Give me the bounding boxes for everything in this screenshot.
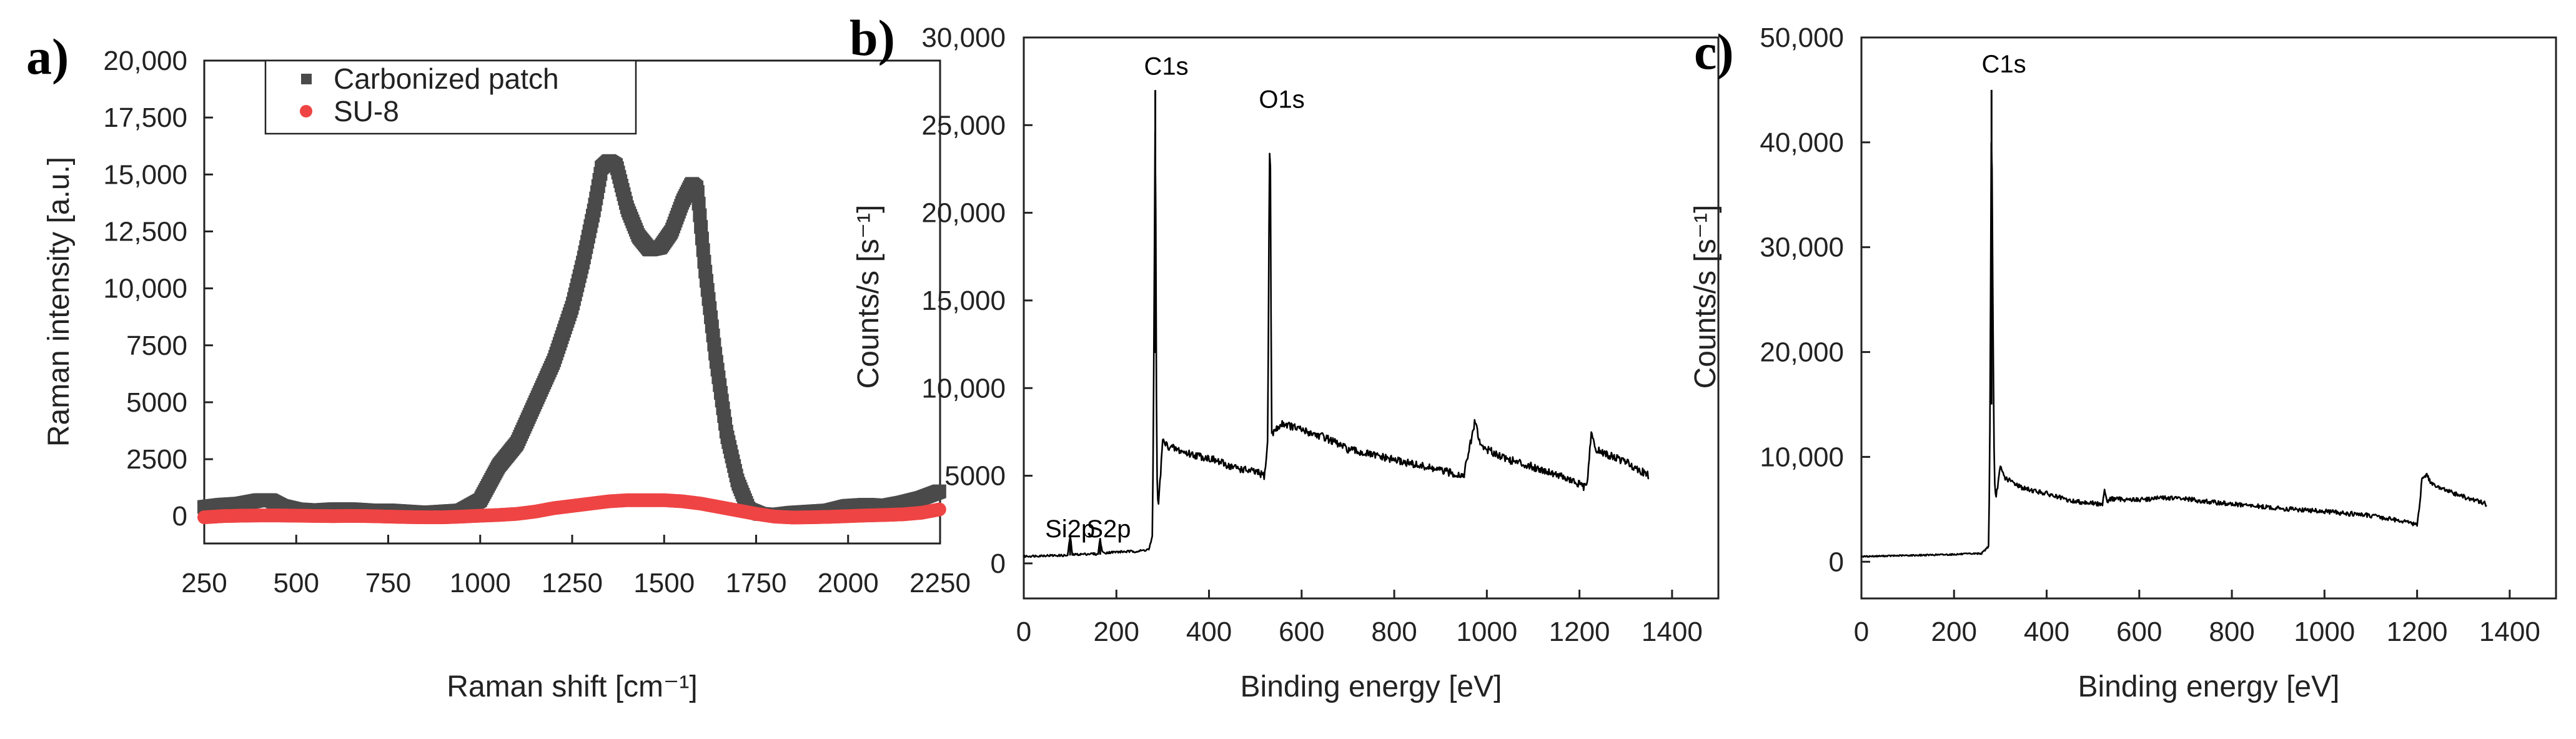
x-axis-ticks-a: 250 500 750 1000 1250 1500 1750 2000 2250 [181, 535, 971, 598]
panel-letter-c: c) [1694, 23, 1734, 80]
y-tick-label: 7500 [126, 330, 187, 361]
data-point-carbonized-patch [693, 208, 707, 222]
y-tick-label: 10,000 [921, 373, 1006, 404]
x-tick-label: 2000 [818, 568, 879, 598]
y-axis-ticks-b: 0 5000 10,000 15,000 20,000 25,000 30,000 [921, 22, 1033, 579]
x-tick-label: 1750 [726, 568, 787, 598]
data-point-su-8 [932, 502, 946, 517]
spectrum-line [1861, 142, 2487, 558]
y-tick-label: 15,000 [103, 159, 187, 190]
plot-frame-c [1860, 36, 2557, 600]
series-layer-c [1861, 89, 2487, 558]
x-tick-label: 250 [181, 568, 227, 598]
x-tick-label: 1400 [2479, 617, 2540, 647]
y-axis-title-a: Raman intensity [a.u.] [42, 157, 76, 447]
data-point-carbonized-patch [694, 220, 708, 234]
plot-frame-b [1023, 36, 1720, 600]
x-tick-label: 0 [1854, 617, 1869, 647]
x-axis-title-b: Binding energy [eV] [1241, 670, 1502, 703]
x-tick-label: 1400 [1642, 617, 1703, 647]
x-tick-label: 400 [1186, 617, 1232, 647]
x-tick-label: 400 [2024, 617, 2069, 647]
y-tick-label: 0 [991, 548, 1006, 579]
data-point-carbonized-patch [690, 185, 705, 199]
y-tick-label: 5000 [126, 387, 187, 418]
x-tick-label: 1200 [1549, 617, 1610, 647]
x-tick-label: 1000 [1456, 617, 1517, 647]
peak-label-o1s: O1s [1259, 86, 1304, 114]
peak-label-s2p: S2p [1086, 515, 1131, 543]
data-point-carbonized-patch [691, 196, 706, 211]
x-tick-label: 1250 [542, 568, 603, 598]
legend-box [264, 59, 637, 135]
x-tick-label: 600 [2116, 617, 2162, 647]
peak-label-c1s: C1s [1144, 52, 1189, 80]
y-tick-label: 25,000 [921, 110, 1006, 141]
x-tick-label: 800 [2209, 617, 2254, 647]
y-tick-label: 40,000 [1760, 127, 1844, 158]
peak-label-si2p: Si2p [1045, 515, 1095, 543]
panel-b-xps-chart: b) 0 200 400 600 800 1000 1200 1400 0 5000 10,000… [850, 9, 1720, 703]
y-tick-label: 5000 [944, 461, 1006, 492]
y-tick-label: 12,500 [103, 216, 187, 247]
x-tick-label: 1000 [450, 568, 511, 598]
panel-letter-a: a) [26, 28, 69, 85]
y-tick-label: 20,000 [1760, 337, 1844, 368]
legend-a: Carbonized patch SU-8 [264, 59, 637, 135]
x-axis-ticks-b: 0 200 400 600 800 1000 1200 1400 [1016, 590, 1703, 647]
data-point-carbonized-patch [696, 243, 710, 257]
x-tick-label: 2250 [909, 568, 971, 598]
x-tick-label: 600 [1279, 617, 1324, 647]
y-tick-label: 0 [1829, 547, 1844, 577]
y-tick-label: 10,000 [103, 274, 187, 304]
y-tick-label: 30,000 [1760, 232, 1844, 263]
x-tick-label: 1000 [2294, 617, 2355, 647]
y-tick-label: 50,000 [1760, 22, 1844, 53]
series-layer-b [1023, 90, 1650, 558]
y-axis-title-b: Counts/s [s⁻¹] [852, 205, 885, 389]
y-axis-title-c: Counts/s [s⁻¹] [1689, 205, 1722, 389]
y-tick-label: 17,500 [103, 102, 187, 133]
x-tick-label: 800 [1371, 617, 1417, 647]
x-axis-title-a: Raman shift [cm⁻¹] [447, 670, 697, 703]
y-tick-label: 20,000 [921, 198, 1006, 229]
legend-marker-carbonized-patch [301, 74, 312, 84]
x-tick-label: 200 [1094, 617, 1139, 647]
peak-label-c1s: C1s [1982, 51, 2026, 78]
y-axis-ticks-a: 0 2500 5000 7500 10,000 12,500 15,000 17,500 20,… [103, 46, 213, 532]
y-tick-label: 15,000 [921, 285, 1006, 316]
x-tick-label: 0 [1016, 617, 1031, 647]
legend-label-su-8: SU-8 [334, 95, 399, 127]
y-tick-label: 30,000 [921, 22, 1006, 53]
legend-label-carbonized-patch: Carbonized patch [334, 62, 559, 95]
series-layer-a [197, 154, 946, 525]
peak-labels-c: C1s [1982, 51, 2026, 78]
y-tick-label: 2500 [126, 444, 187, 475]
x-tick-label: 1500 [633, 568, 695, 598]
x-tick-label: 200 [1931, 617, 1977, 647]
y-tick-label: 0 [172, 501, 187, 532]
x-tick-label: 750 [365, 568, 411, 598]
spectrum-line [1023, 131, 1650, 558]
y-axis-ticks-c: 0 10,000 20,000 30,000 40,000 50,000 [1760, 22, 1870, 577]
panel-a-raman-chart: a) 250 500 750 1000 1250 1500 1750 2000 2250 025… [26, 28, 971, 703]
panel-c-xps-chart: c) 0 200 400 600 800 1000 1200 1400 0 10,000 20,0… [1689, 22, 2557, 703]
x-tick-label: 1200 [2387, 617, 2448, 647]
x-axis-ticks-c: 0 200 400 600 800 1000 1200 1400 [1854, 590, 2540, 647]
panel-letter-b: b) [850, 9, 895, 66]
x-tick-label: 500 [274, 568, 319, 598]
x-axis-title-c: Binding energy [eV] [2078, 670, 2340, 703]
y-tick-label: 10,000 [1760, 442, 1844, 472]
y-tick-label: 20,000 [103, 46, 187, 76]
data-point-carbonized-patch [932, 484, 946, 498]
data-point-carbonized-patch [695, 231, 709, 246]
legend-marker-su-8 [300, 105, 312, 117]
